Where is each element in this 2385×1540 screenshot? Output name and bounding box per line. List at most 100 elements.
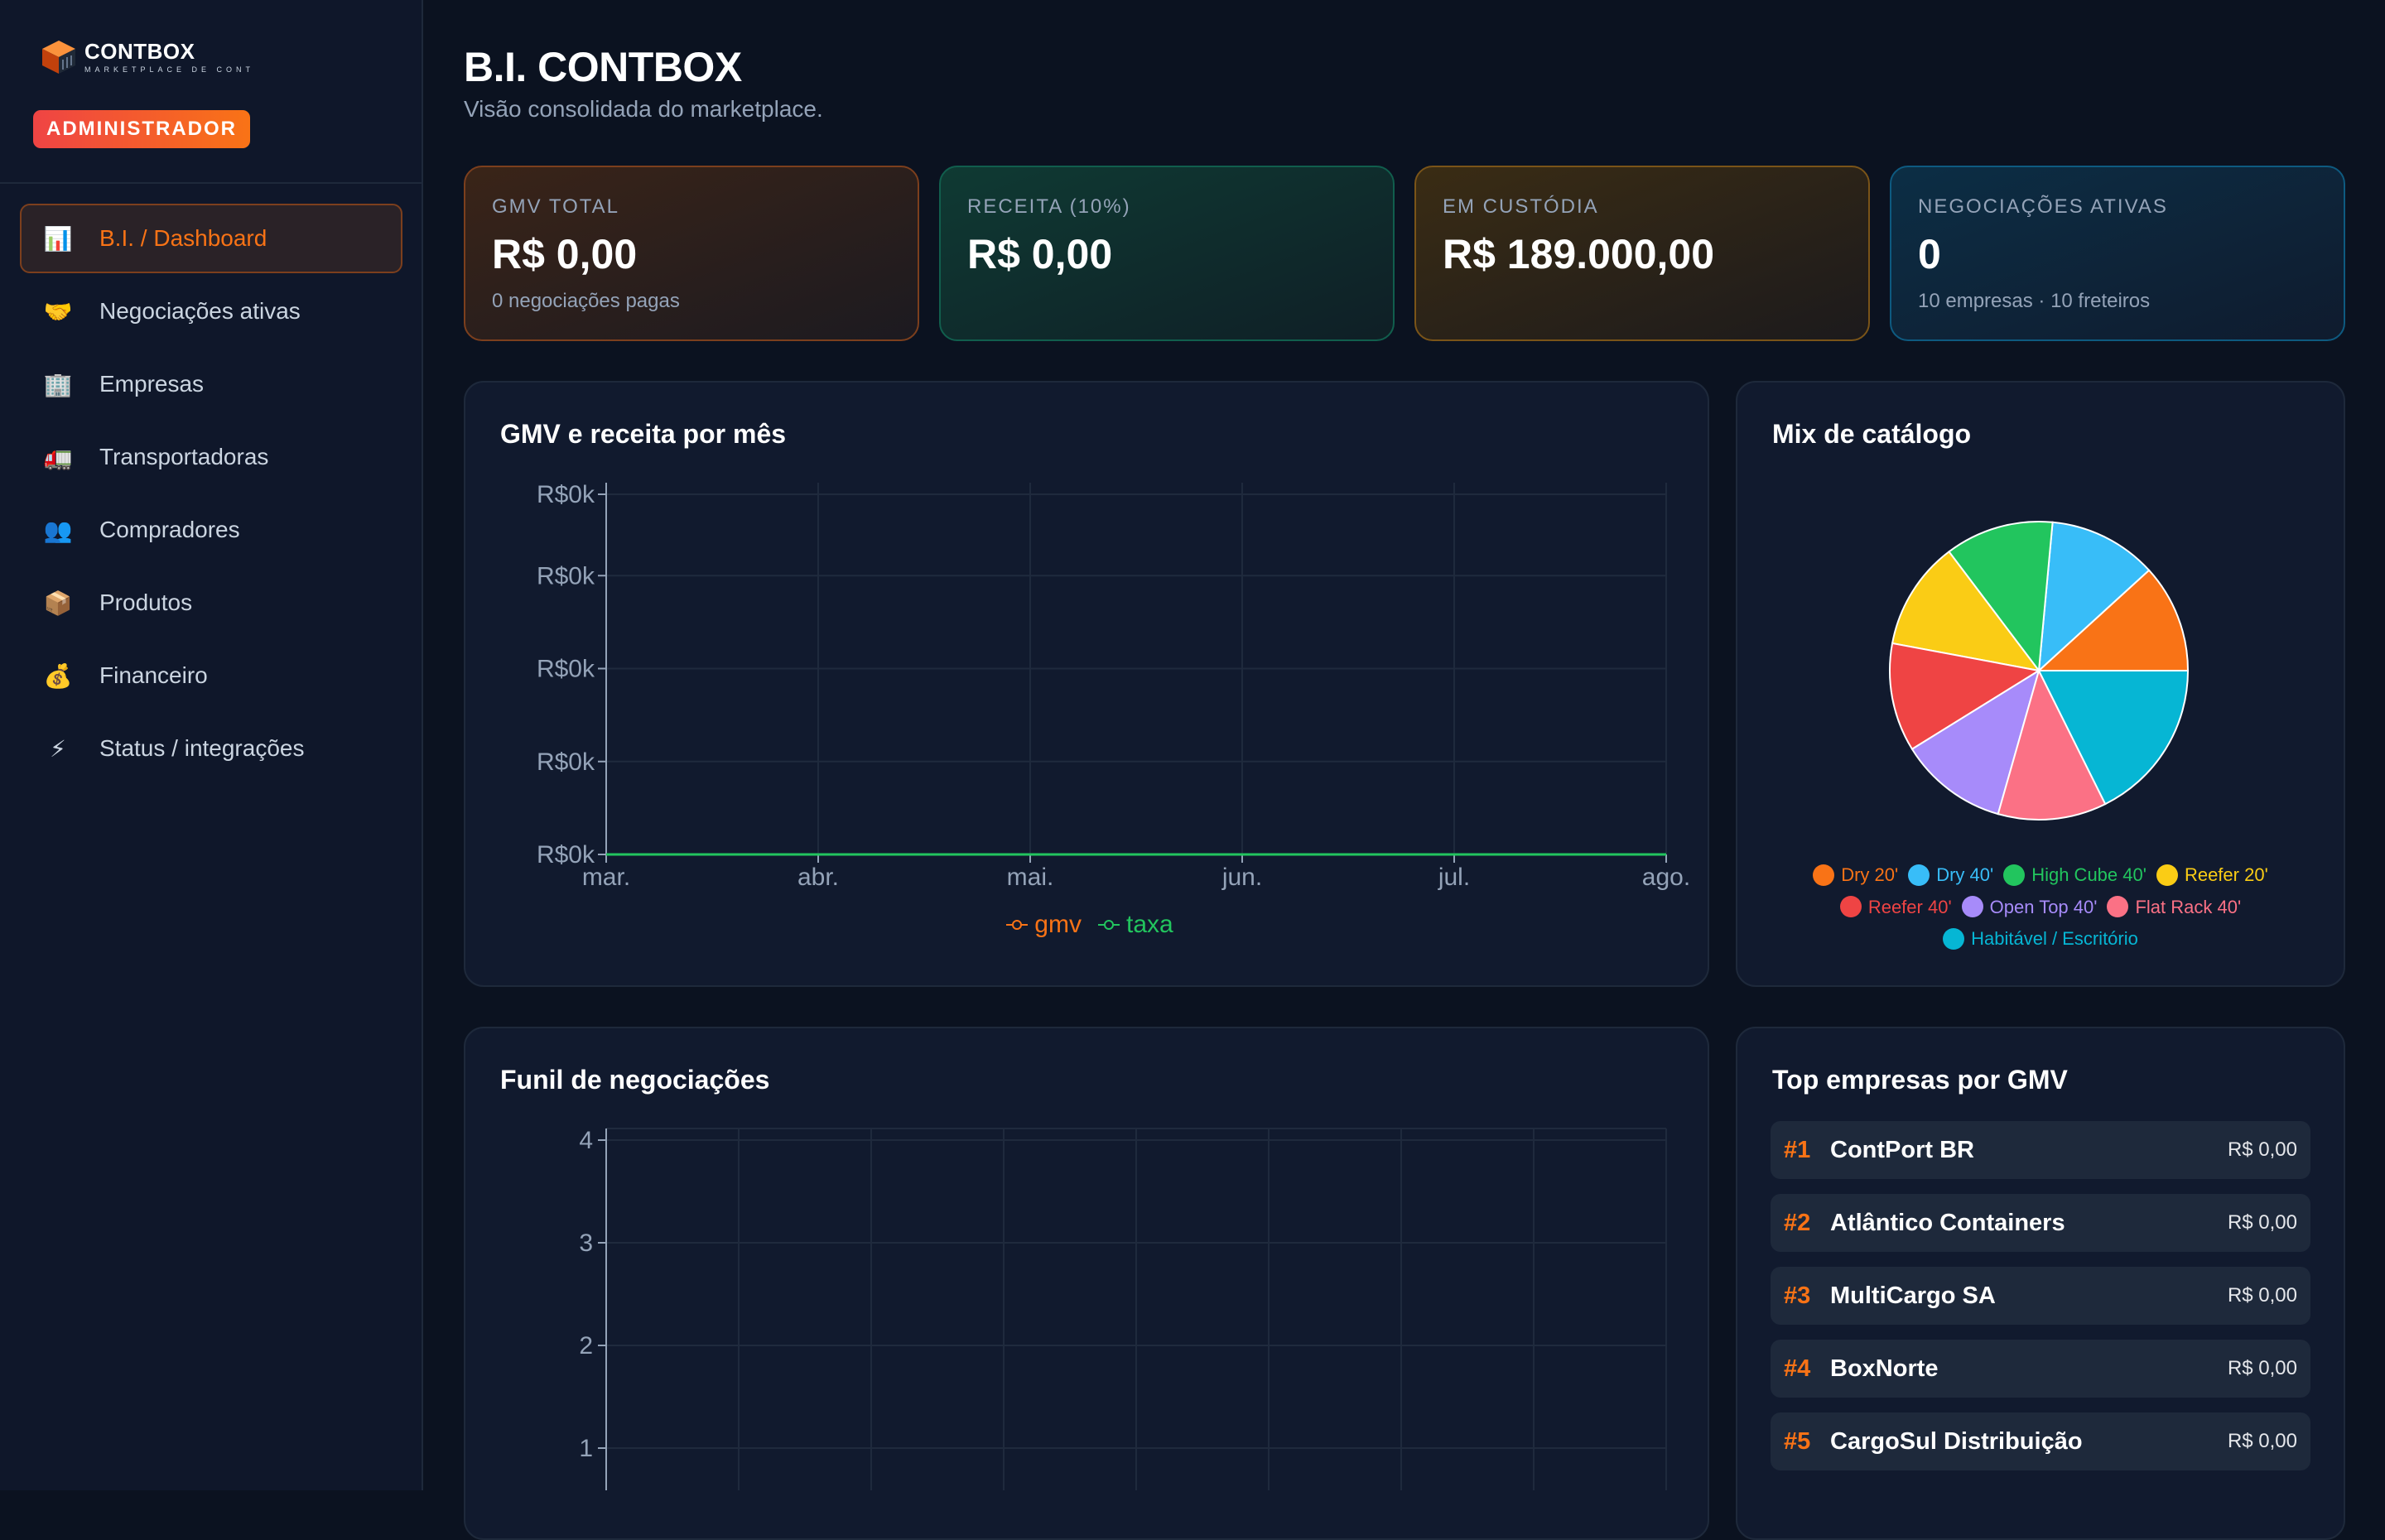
bar-chart-icon: 📊 bbox=[43, 225, 73, 252]
kpi-value: R$ 0,00 bbox=[967, 231, 1113, 277]
legend-label: Flat Rack 40' bbox=[2135, 896, 2242, 917]
company-rank: #4 bbox=[1784, 1355, 1811, 1382]
sidebar-item-label: Empresas bbox=[99, 371, 205, 397]
legend-item[interactable]: Habitável / Escritório bbox=[1943, 925, 2138, 952]
legend-item[interactable]: Dry 40' bbox=[1908, 861, 1993, 888]
mix-chart-legend: Dry 20' Dry 40' High Cube 40' Reefer 20' Ree… bbox=[1805, 861, 2276, 957]
kpi-value: 0 bbox=[1918, 231, 1941, 277]
legend-label: Dry 20' bbox=[1841, 864, 1899, 885]
legend-item[interactable]: taxa bbox=[1097, 911, 1173, 939]
legend-swatch bbox=[2107, 896, 2129, 917]
legend-label: Open Top 40' bbox=[1989, 896, 2098, 917]
brand-tagline: MARKETPLACE DE CONTAINERS bbox=[84, 66, 250, 74]
sidebar-item-label: Produtos bbox=[99, 590, 193, 615]
legend-item[interactable]: Open Top 40' bbox=[1961, 893, 2098, 921]
truck-icon: 🚛 bbox=[43, 444, 73, 470]
company-rank-row[interactable]: #1 ContPort BR R$ 0,00 bbox=[1771, 1121, 2310, 1179]
kpi-label: RECEITA (10%) bbox=[967, 195, 1131, 218]
gmv-chart-card: GMV e receita por mês bbox=[464, 381, 1709, 987]
company-rank-row[interactable]: #5 CargoSul Distribuição R$ 0,00 bbox=[1771, 1412, 2310, 1470]
kpi-receita: RECEITA (10%) R$ 0,00 bbox=[939, 166, 1395, 341]
legend-swatch bbox=[1943, 927, 1965, 950]
brand-name: CONTBOX bbox=[84, 39, 195, 64]
legend-label: High Cube 40' bbox=[2031, 864, 2146, 885]
company-rank: #3 bbox=[1784, 1282, 1811, 1309]
company-gmv: R$ 0,00 bbox=[2227, 1357, 2297, 1379]
sidebar-item-label: Transportadoras bbox=[99, 444, 269, 469]
sidebar: CONTBOX MARKETPLACE DE CONTAINERS ADMINI… bbox=[0, 0, 423, 1490]
kpi-value: R$ 189.000,00 bbox=[1443, 231, 1715, 277]
sidebar-item[interactable]: 🤝 Negociações ativas bbox=[20, 277, 402, 346]
card-title: GMV e receita por mês bbox=[500, 419, 787, 449]
company-rank-row[interactable]: #3 MultiCargo SA R$ 0,00 bbox=[1771, 1267, 2310, 1325]
sidebar-item[interactable]: 📊 B.I. / Dashboard bbox=[20, 204, 402, 273]
sidebar-item[interactable]: 🏢 Empresas bbox=[20, 349, 402, 419]
top-companies-list: #1 ContPort BR R$ 0,00 #2 Atlântico Containe… bbox=[1771, 1121, 2310, 1485]
card-title: Top empresas por GMV bbox=[1772, 1065, 2068, 1095]
legend-label: Dry 40' bbox=[1936, 864, 1994, 885]
lightning-icon: ⚡ bbox=[50, 735, 66, 762]
legend-swatch bbox=[2003, 864, 2026, 886]
legend-item[interactable]: High Cube 40' bbox=[2003, 861, 2146, 888]
sidebar-item-label: B.I. / Dashboard bbox=[99, 225, 267, 251]
legend-item[interactable]: Dry 20' bbox=[1813, 861, 1898, 888]
card-title: Mix de catálogo bbox=[1772, 419, 1972, 449]
kpi-label: NEGOCIAÇÕES ATIVAS bbox=[1918, 195, 2168, 218]
card-title: Funil de negociações bbox=[500, 1065, 770, 1095]
office-building-icon: 🏢 bbox=[43, 371, 73, 397]
kpi-custodia: EM CUSTÓDIA R$ 189.000,00 bbox=[1414, 166, 1870, 341]
company-name: Atlântico Containers bbox=[1830, 1209, 2065, 1236]
company-rank-row[interactable]: #2 Atlântico Containers R$ 0,00 bbox=[1771, 1194, 2310, 1252]
legend-swatch bbox=[1908, 864, 1930, 886]
package-icon: 📦 bbox=[43, 590, 73, 616]
sidebar-nav: 📊 B.I. / Dashboard 🤝 Negociações ativas 🏢 Emp… bbox=[20, 204, 402, 787]
legend-item[interactable]: Flat Rack 40' bbox=[2107, 893, 2241, 921]
funnel-chart-card: Funil de negociações bbox=[464, 1027, 1709, 1540]
legend-item[interactable]: Reefer 20' bbox=[2156, 861, 2268, 888]
sidebar-item[interactable]: ⚡ Status / integrações bbox=[20, 714, 402, 783]
legend-label: Habitável / Escritório bbox=[1971, 928, 2138, 949]
legend-swatch bbox=[1839, 896, 1862, 917]
gmv-chart-legend: gmv taxa bbox=[957, 909, 1222, 939]
handshake-icon: 🤝 bbox=[43, 298, 73, 325]
kpi-negociacoes-ativas: NEGOCIAÇÕES ATIVAS 0 10 empresas · 10 fr… bbox=[1890, 166, 2345, 341]
page-subtitle: Visão consolidada do marketplace. bbox=[464, 96, 823, 122]
brand[interactable]: CONTBOX MARKETPLACE DE CONTAINERS bbox=[40, 38, 250, 76]
role-badge: ADMINISTRADOR bbox=[33, 110, 250, 148]
sidebar-item-label: Compradores bbox=[99, 517, 240, 542]
sidebar-item[interactable]: 🚛 Transportadoras bbox=[20, 422, 402, 492]
top-companies-card: Top empresas por GMV #1 ContPort BR R$ 0,0… bbox=[1736, 1027, 2345, 1540]
company-name: ContPort BR bbox=[1830, 1136, 1974, 1163]
company-name: CargoSul Distribuição bbox=[1830, 1427, 2083, 1455]
company-gmv: R$ 0,00 bbox=[2227, 1430, 2297, 1452]
sidebar-item-label: Negociações ativas bbox=[99, 298, 301, 324]
legend-swatch bbox=[2156, 864, 2178, 886]
sidebar-item-label: Financeiro bbox=[99, 662, 208, 688]
kpi-value: R$ 0,00 bbox=[492, 231, 638, 277]
sidebar-item-label: Status / integrações bbox=[99, 735, 305, 761]
kpi-label: EM CUSTÓDIA bbox=[1443, 195, 1599, 218]
sidebar-divider bbox=[0, 182, 422, 184]
kpi-note: 10 empresas · 10 freteiros bbox=[1918, 290, 2151, 312]
page-title: B.I. CONTBOX bbox=[464, 44, 742, 90]
legend-swatch bbox=[1961, 896, 1983, 917]
company-gmv: R$ 0,00 bbox=[2227, 1211, 2297, 1234]
legend-label: Reefer 40' bbox=[1867, 896, 1952, 917]
company-name: MultiCargo SA bbox=[1830, 1282, 1996, 1309]
legend-item[interactable]: Reefer 40' bbox=[1839, 893, 1952, 921]
sidebar-item[interactable]: 👥 Compradores bbox=[20, 495, 402, 565]
sidebar-item[interactable]: 📦 Produtos bbox=[20, 568, 402, 638]
company-name: BoxNorte bbox=[1830, 1355, 1939, 1382]
legend-swatch bbox=[1813, 864, 1835, 886]
money-bag-icon: 💰 bbox=[43, 662, 73, 689]
container-logo-icon bbox=[42, 41, 75, 74]
company-rank: #1 bbox=[1784, 1136, 1811, 1163]
users-icon: 👥 bbox=[43, 517, 73, 543]
legend-item[interactable]: gmv bbox=[1006, 911, 1082, 939]
company-rank: #5 bbox=[1784, 1427, 1811, 1455]
legend-marker bbox=[1006, 919, 1029, 931]
company-rank-row[interactable]: #4 BoxNorte R$ 0,00 bbox=[1771, 1340, 2310, 1398]
sidebar-item[interactable]: 💰 Financeiro bbox=[20, 641, 402, 710]
legend-label: gmv bbox=[1034, 911, 1082, 938]
company-rank: #2 bbox=[1784, 1209, 1811, 1236]
